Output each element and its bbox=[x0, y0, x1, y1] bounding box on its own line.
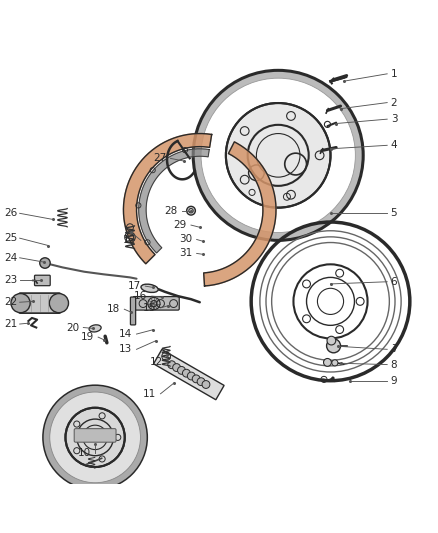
Circle shape bbox=[49, 294, 68, 313]
Text: 22: 22 bbox=[4, 297, 18, 307]
Text: 31: 31 bbox=[179, 248, 192, 259]
Wedge shape bbox=[193, 70, 363, 240]
Circle shape bbox=[324, 359, 332, 366]
Text: 17: 17 bbox=[127, 281, 141, 291]
Circle shape bbox=[183, 369, 190, 377]
Text: 24: 24 bbox=[4, 253, 18, 263]
FancyBboxPatch shape bbox=[19, 293, 61, 313]
Circle shape bbox=[40, 258, 50, 268]
Text: 23: 23 bbox=[4, 276, 18, 286]
Text: 6: 6 bbox=[391, 277, 397, 287]
FancyBboxPatch shape bbox=[133, 296, 179, 310]
Circle shape bbox=[332, 360, 338, 366]
Text: 1: 1 bbox=[391, 69, 397, 79]
Text: 21: 21 bbox=[4, 319, 18, 329]
Text: 30: 30 bbox=[179, 235, 192, 245]
Text: 25: 25 bbox=[4, 233, 18, 243]
Text: 11: 11 bbox=[143, 389, 156, 399]
Text: 9: 9 bbox=[391, 376, 397, 386]
Text: 2: 2 bbox=[391, 98, 397, 108]
Circle shape bbox=[65, 408, 125, 467]
Circle shape bbox=[44, 386, 147, 489]
Circle shape bbox=[11, 294, 30, 313]
Ellipse shape bbox=[89, 325, 101, 332]
Text: 27: 27 bbox=[153, 154, 166, 164]
Text: 18: 18 bbox=[107, 304, 120, 314]
Text: 15: 15 bbox=[143, 303, 156, 313]
Wedge shape bbox=[44, 386, 147, 489]
Circle shape bbox=[197, 378, 205, 385]
Circle shape bbox=[187, 206, 195, 215]
Circle shape bbox=[168, 361, 176, 369]
FancyBboxPatch shape bbox=[74, 429, 116, 442]
Text: 16: 16 bbox=[134, 291, 148, 301]
Circle shape bbox=[187, 372, 195, 380]
Text: 4: 4 bbox=[391, 140, 397, 150]
Text: 26: 26 bbox=[4, 208, 18, 219]
Text: 12: 12 bbox=[150, 357, 163, 367]
Circle shape bbox=[327, 339, 340, 353]
Text: 5: 5 bbox=[391, 208, 397, 219]
Text: 12: 12 bbox=[123, 236, 137, 245]
Circle shape bbox=[327, 336, 336, 345]
Ellipse shape bbox=[141, 284, 158, 293]
Circle shape bbox=[202, 381, 210, 389]
Text: 13: 13 bbox=[119, 344, 132, 354]
Circle shape bbox=[173, 364, 180, 372]
Circle shape bbox=[177, 367, 185, 374]
FancyBboxPatch shape bbox=[131, 297, 136, 325]
Circle shape bbox=[226, 103, 331, 208]
Text: 10: 10 bbox=[78, 448, 91, 458]
Text: 19: 19 bbox=[81, 332, 94, 342]
Polygon shape bbox=[139, 149, 209, 253]
Text: 14: 14 bbox=[119, 329, 132, 339]
Text: 3: 3 bbox=[391, 114, 397, 124]
Text: 8: 8 bbox=[391, 360, 397, 369]
Text: 28: 28 bbox=[165, 206, 178, 216]
Circle shape bbox=[192, 375, 200, 383]
Text: 7: 7 bbox=[391, 344, 397, 354]
Polygon shape bbox=[154, 350, 224, 400]
Text: 20: 20 bbox=[66, 322, 79, 333]
FancyBboxPatch shape bbox=[35, 275, 50, 286]
Polygon shape bbox=[204, 142, 276, 286]
Text: 29: 29 bbox=[173, 220, 187, 230]
Polygon shape bbox=[124, 134, 212, 264]
